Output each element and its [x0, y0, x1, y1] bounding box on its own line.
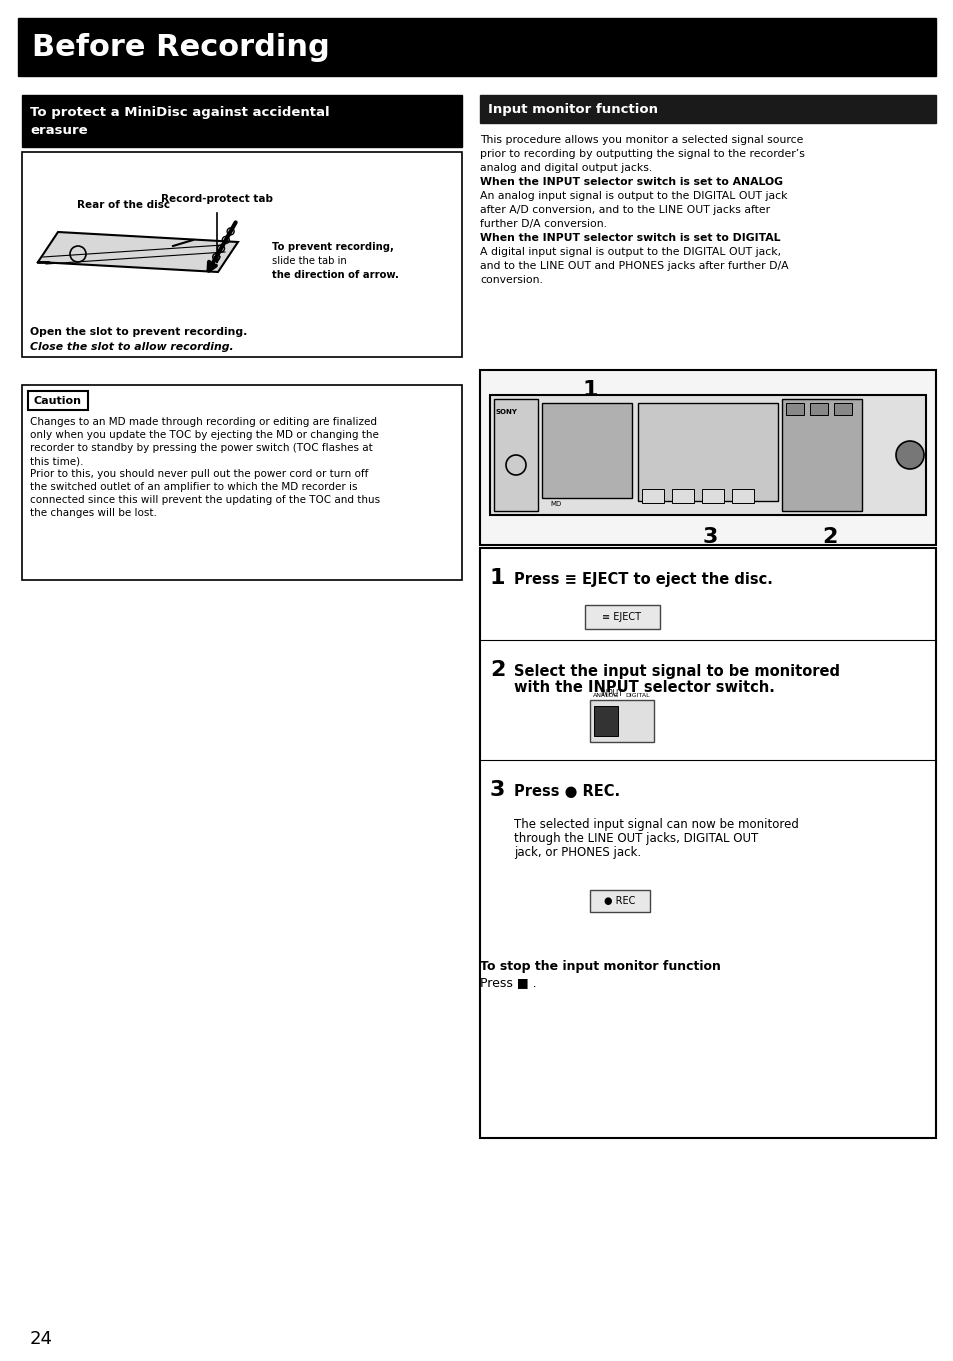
Text: prior to recording by outputting the signal to the recorder’s: prior to recording by outputting the sig…	[479, 148, 804, 159]
Text: Input monitor function: Input monitor function	[488, 102, 658, 116]
Bar	[809, 403, 827, 415]
Text: Changes to an MD made through recording or editing are finalized: Changes to an MD made through recording …	[30, 416, 376, 427]
Text: 1: 1	[490, 568, 505, 588]
Text: Before Recording: Before Recording	[32, 33, 330, 61]
Text: connected since this will prevent the updating of the TOC and thus: connected since this will prevent the up…	[30, 495, 379, 505]
Bar	[479, 548, 935, 1138]
Text: MD: MD	[550, 501, 560, 508]
Text: the direction of arrow.: the direction of arrow.	[272, 269, 398, 280]
Text: with the INPUT selector switch.: with the INPUT selector switch.	[514, 680, 774, 695]
Bar	[781, 399, 862, 510]
Text: and to the LINE OUT and PHONES jacks after further D/A: and to the LINE OUT and PHONES jacks aft…	[479, 261, 788, 271]
Text: recorder to standby by pressing the power switch (TOC flashes at: recorder to standby by pressing the powe…	[30, 442, 373, 453]
Bar	[479, 95, 935, 122]
Text: Press ■ .: Press ■ .	[479, 976, 536, 989]
Bar	[28, 391, 88, 410]
Text: Open the slot to prevent recording.: Open the slot to prevent recording.	[30, 327, 247, 338]
Text: through the LINE OUT jacks, DIGITAL OUT: through the LINE OUT jacks, DIGITAL OUT	[514, 832, 758, 845]
Text: slide the tab in: slide the tab in	[272, 256, 346, 265]
Text: Prior to this, you should never pull out the power cord or turn off: Prior to this, you should never pull out…	[30, 470, 368, 479]
Text: To prevent recording,: To prevent recording,	[272, 242, 394, 252]
Bar	[541, 403, 631, 498]
Text: Close the slot to allow recording.: Close the slot to allow recording.	[30, 342, 233, 352]
Text: Caution: Caution	[34, 396, 82, 406]
Bar	[22, 385, 461, 580]
Text: jack, or PHONES jack.: jack, or PHONES jack.	[514, 847, 640, 859]
Text: Press ≡ EJECT to eject the disc.: Press ≡ EJECT to eject the disc.	[514, 572, 772, 587]
Bar	[701, 489, 723, 504]
Text: Rear of the disc: Rear of the disc	[77, 200, 170, 210]
Bar	[594, 706, 618, 736]
Bar	[584, 606, 659, 629]
Text: To stop the input monitor function: To stop the input monitor function	[479, 960, 720, 973]
Text: Record-protect tab: Record-protect tab	[161, 195, 273, 204]
Text: Select the input signal to be monitored: Select the input signal to be monitored	[514, 664, 840, 679]
Text: after A/D conversion, and to the LINE OUT jacks after: after A/D conversion, and to the LINE OU…	[479, 206, 769, 215]
Bar	[18, 18, 935, 76]
Polygon shape	[38, 231, 237, 272]
Text: only when you update the TOC by ejecting the MD or changing the: only when you update the TOC by ejecting…	[30, 430, 378, 440]
Bar	[22, 95, 461, 147]
Text: Press ● REC.: Press ● REC.	[514, 784, 619, 799]
Text: 3: 3	[701, 527, 717, 547]
Text: ≡ EJECT: ≡ EJECT	[602, 612, 640, 622]
Text: 1: 1	[581, 380, 598, 400]
Text: further D/A conversion.: further D/A conversion.	[479, 219, 606, 229]
Bar	[638, 403, 778, 501]
Bar	[479, 370, 935, 544]
Text: ● REC: ● REC	[603, 896, 635, 906]
Text: conversion.: conversion.	[479, 275, 542, 284]
Text: the changes will be lost.: the changes will be lost.	[30, 508, 156, 519]
Bar	[785, 403, 803, 415]
Text: When the INPUT selector switch is set to ANALOG: When the INPUT selector switch is set to…	[479, 177, 782, 186]
Text: INPUT: INPUT	[600, 689, 622, 698]
Bar	[671, 489, 693, 504]
Text: When the INPUT selector switch is set to DIGITAL: When the INPUT selector switch is set to…	[479, 233, 780, 244]
Text: 3: 3	[490, 780, 505, 800]
Bar	[490, 395, 925, 514]
Bar	[494, 399, 537, 510]
Bar	[731, 489, 753, 504]
Text: 2: 2	[821, 527, 837, 547]
Bar	[589, 890, 649, 912]
Bar	[833, 403, 851, 415]
Text: A digital input signal is output to the DIGITAL OUT jack,: A digital input signal is output to the …	[479, 246, 781, 257]
Text: 2: 2	[490, 660, 505, 680]
Text: 24: 24	[30, 1330, 53, 1347]
Text: the switched outlet of an amplifier to which the MD recorder is: the switched outlet of an amplifier to w…	[30, 482, 357, 491]
Bar	[22, 152, 461, 357]
Bar	[641, 489, 663, 504]
Circle shape	[895, 441, 923, 470]
Text: SONY: SONY	[496, 410, 517, 415]
Bar	[589, 700, 654, 742]
Text: To protect a MiniDisc against accidental
erasure: To protect a MiniDisc against accidental…	[30, 106, 330, 136]
Text: this time).: this time).	[30, 456, 84, 465]
Text: DIGITAL: DIGITAL	[625, 693, 650, 698]
Text: An analog input signal is output to the DIGITAL OUT jack: An analog input signal is output to the …	[479, 191, 786, 201]
Text: analog and digital output jacks.: analog and digital output jacks.	[479, 163, 652, 173]
Text: ANALOG: ANALOG	[592, 693, 618, 698]
Text: The selected input signal can now be monitored: The selected input signal can now be mon…	[514, 818, 798, 832]
Text: This procedure allows you monitor a selected signal source: This procedure allows you monitor a sele…	[479, 135, 802, 146]
